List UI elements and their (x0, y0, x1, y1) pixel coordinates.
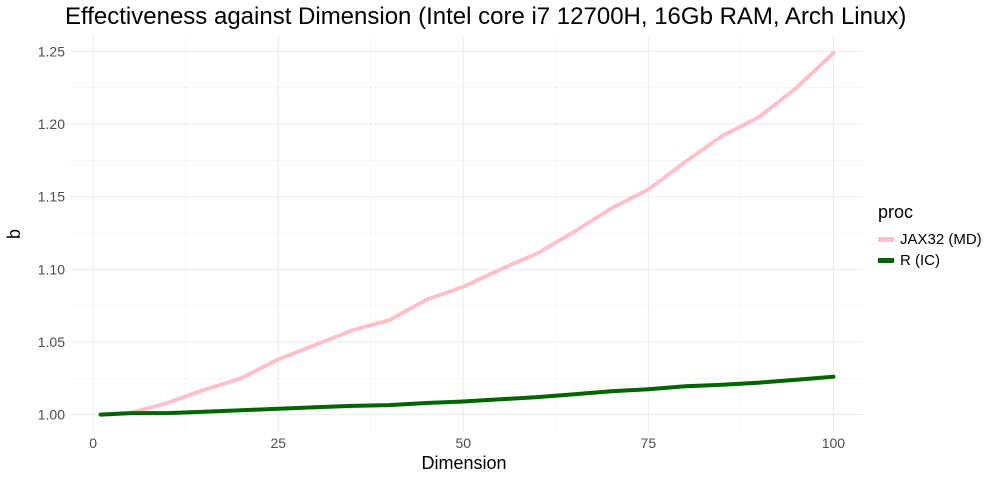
legend-key-jax32 (878, 237, 894, 242)
legend-item-r: R (IC) (878, 250, 982, 271)
x-tick-label: 0 (89, 435, 97, 451)
y-tick-label: 1.15 (38, 189, 65, 205)
series-lines (98, 51, 836, 417)
y-tick-label: 1.00 (38, 407, 65, 423)
series-line-jax32 (98, 51, 836, 417)
chart-title: Effectiveness against Dimension (Intel c… (65, 3, 907, 30)
legend-key-r (878, 258, 894, 263)
x-tick-label: 100 (822, 435, 846, 451)
grid-lines (71, 37, 863, 432)
tick-labels: 0 25 50 75 100 1.00 1.05 1.10 1.15 1.20 1.25 (38, 44, 846, 451)
y-tick-label: 1.10 (38, 261, 65, 277)
y-tick-label: 1.05 (38, 334, 65, 350)
x-tick-label: 25 (270, 435, 286, 451)
legend-label-jax32: JAX32 (MD) (900, 231, 982, 248)
series-line-r (98, 374, 836, 417)
legend: proc JAX32 (MD) R (IC) (878, 202, 982, 271)
y-tick-label: 1.20 (38, 116, 65, 132)
y-axis-label: b (4, 229, 24, 239)
x-tick-label: 75 (641, 435, 657, 451)
y-tick-label: 1.25 (38, 44, 65, 60)
legend-item-jax32: JAX32 (MD) (878, 229, 982, 250)
legend-label-r: R (IC) (900, 252, 940, 269)
x-axis-label: Dimension (421, 453, 506, 473)
legend-title: proc (878, 202, 914, 222)
x-tick-label: 50 (456, 435, 472, 451)
